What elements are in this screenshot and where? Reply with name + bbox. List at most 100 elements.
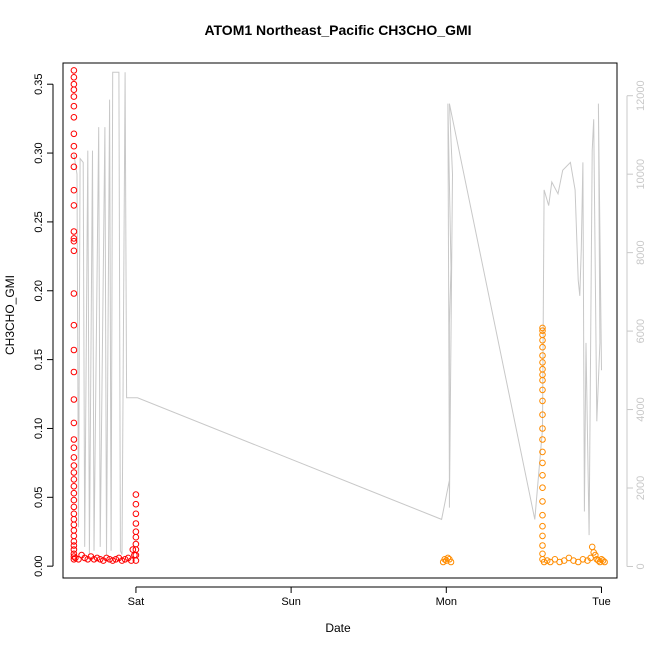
data-point <box>132 540 140 548</box>
data-point <box>70 444 78 452</box>
data-point <box>70 532 78 540</box>
data-point <box>539 359 546 366</box>
data-point <box>70 553 78 560</box>
data-point <box>539 511 546 519</box>
data-point <box>70 228 78 235</box>
y-tick-label: 0.25 <box>33 211 45 232</box>
data-point <box>103 554 110 562</box>
data-point <box>70 469 78 476</box>
data-point <box>70 93 78 100</box>
data-point <box>70 114 78 121</box>
data-point <box>70 186 78 194</box>
data-point <box>70 556 78 563</box>
data-point <box>118 557 126 564</box>
data-point <box>106 556 113 563</box>
data-point <box>539 331 546 339</box>
data-point <box>539 484 546 492</box>
data-point <box>72 554 79 562</box>
data-point <box>109 557 116 564</box>
data-point <box>447 558 455 566</box>
data-point <box>539 542 546 549</box>
data-point <box>444 554 452 562</box>
y-tick-label: 0.20 <box>33 280 45 301</box>
data-point <box>70 202 78 209</box>
data-point <box>70 489 78 497</box>
data-point <box>128 557 135 564</box>
data-point <box>132 500 140 508</box>
data-point <box>70 237 78 245</box>
data-point <box>132 533 140 541</box>
data-point <box>539 522 546 530</box>
x-tick-label: Sat <box>128 596 145 608</box>
chart-title: ATOM1 Northeast_Pacific CH3CHO_GMI <box>204 22 471 38</box>
y-tick-label: 0.05 <box>33 487 45 508</box>
data-point <box>70 290 78 297</box>
data-point <box>96 556 104 563</box>
data-point <box>543 557 551 564</box>
y2-tick-label: 8000 <box>635 240 647 264</box>
data-point <box>70 396 78 403</box>
data-point <box>539 411 546 419</box>
data-point <box>539 343 546 351</box>
data-point <box>70 80 78 88</box>
data-point <box>70 538 78 545</box>
y2-tick-label: 0 <box>635 563 647 569</box>
data-point <box>75 556 82 563</box>
data-point <box>601 558 608 566</box>
y-tick-label: 0.35 <box>33 73 45 94</box>
x-axis-label: Date <box>325 621 351 635</box>
data-point <box>70 542 78 549</box>
data-point <box>539 459 546 467</box>
data-point <box>579 556 587 563</box>
data-point <box>539 397 546 405</box>
data-point <box>70 368 78 376</box>
data-point <box>539 498 546 505</box>
data-point <box>132 557 140 564</box>
data-point <box>539 532 546 540</box>
data-point <box>132 520 140 527</box>
data-point <box>132 510 140 518</box>
data-point <box>70 496 78 504</box>
data-point <box>539 425 546 432</box>
data-point <box>90 556 98 563</box>
series-2 <box>439 324 608 566</box>
data-point <box>132 528 140 536</box>
data-point <box>540 558 548 566</box>
data-point <box>70 130 78 138</box>
x-tick-label: Sun <box>281 596 301 608</box>
data-point <box>70 152 78 160</box>
y-axis-label: CH3CHO_GMI <box>3 275 17 355</box>
data-point <box>539 352 546 359</box>
data-point <box>70 247 78 255</box>
data-point <box>592 551 599 559</box>
altitude-layer <box>73 71 602 555</box>
data-point <box>70 235 78 242</box>
data-point <box>539 324 546 332</box>
data-point <box>539 337 546 344</box>
axes: Sat Sun Mon Tue 0.00 0.05 0.10 0.15 0.20 0.25 0.30… <box>33 62 647 608</box>
data-point <box>93 554 101 562</box>
data-point <box>112 556 120 563</box>
data-point <box>70 142 78 150</box>
data-point <box>539 377 546 384</box>
data-point <box>70 163 78 171</box>
plot-frame <box>62 62 618 579</box>
data-point <box>539 386 546 394</box>
data-point <box>441 556 449 563</box>
data-point <box>70 483 78 490</box>
data-point <box>70 67 78 74</box>
y-tick-label: 0.10 <box>33 418 45 439</box>
data-point <box>70 321 78 329</box>
data-point <box>539 327 546 335</box>
data-point <box>121 556 129 563</box>
data-point <box>70 546 78 553</box>
series-1 <box>70 67 140 564</box>
data-point <box>132 491 140 498</box>
data-point <box>574 558 582 566</box>
x-tick-label: Mon <box>436 596 457 608</box>
data-point <box>70 74 78 81</box>
data-point <box>556 558 563 566</box>
data-point <box>539 550 546 558</box>
